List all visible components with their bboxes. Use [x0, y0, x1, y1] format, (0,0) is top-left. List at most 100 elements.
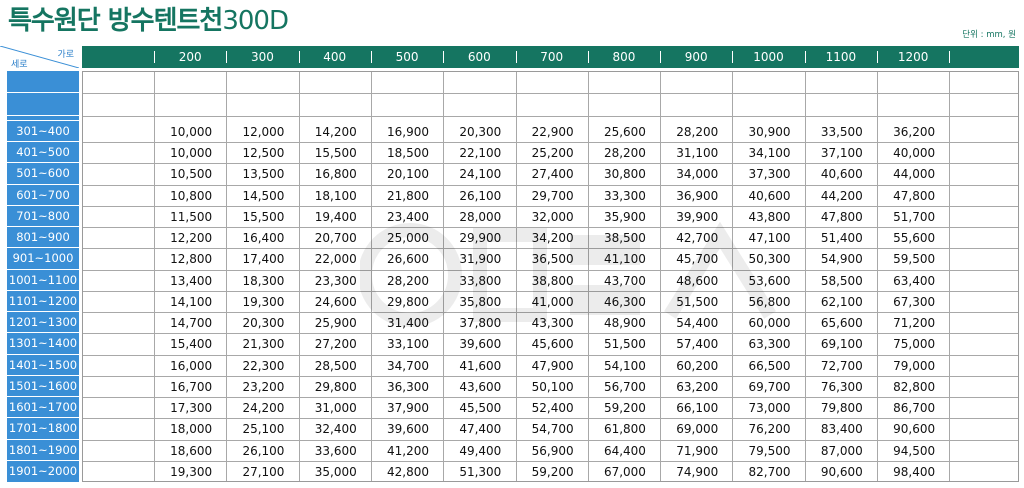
table-cell: 71,200: [893, 316, 936, 331]
unit-label: 단위 : mm, 원: [962, 30, 1016, 40]
grid-vline: [587, 72, 589, 481]
table-cell: 18,500: [387, 146, 430, 161]
table-cell: 73,000: [748, 401, 791, 416]
table-cell: 51,500: [603, 337, 646, 352]
column-header-1000: 1000: [753, 50, 784, 64]
table-cell: 59,200: [603, 401, 646, 416]
table-cell: 71,900: [676, 443, 719, 458]
table-cell: 19,300: [242, 294, 285, 309]
column-header-1200: 1200: [897, 50, 929, 64]
grid-hline: [83, 163, 1018, 165]
table-cell: 31,000: [314, 401, 357, 416]
table-cell: 13,400: [170, 273, 213, 288]
table-cell: 58,500: [820, 273, 863, 288]
table-cell: 47,800: [893, 188, 936, 203]
table-cell: 30,900: [748, 125, 791, 139]
table-cell: 54,900: [820, 252, 863, 267]
grid-hline: [83, 227, 1018, 229]
table-cell: 46,300: [603, 294, 646, 309]
table-cell: 26,600: [387, 252, 430, 267]
table-cell: 44,000: [893, 167, 936, 182]
column-header-800: 800: [612, 50, 636, 64]
column-header-200: 200: [178, 50, 202, 64]
table-cell: 29,800: [314, 379, 357, 394]
table-cell: 45,600: [531, 337, 574, 352]
header-separator: [154, 51, 155, 63]
table-cell: 34,100: [748, 146, 791, 161]
table-cell: 14,500: [242, 188, 285, 203]
table-cell: 54,400: [676, 316, 719, 331]
table-cell: 25,100: [242, 422, 285, 437]
corner-height-label: 세로: [11, 60, 28, 70]
table-cell: 18,600: [170, 443, 213, 458]
grid-hline: [83, 439, 1018, 441]
row-label-divider: [7, 268, 79, 270]
table-cell: 75,000: [893, 337, 936, 352]
table-cell: 45,700: [676, 252, 719, 267]
table-cell: 76,300: [820, 379, 863, 394]
grid-hline: [83, 248, 1018, 250]
table-cell: 76,200: [748, 422, 791, 437]
table-cell: 54,700: [531, 422, 574, 437]
header-separator: [443, 51, 445, 63]
header-separator: [660, 51, 662, 63]
table-cell: 56,700: [603, 379, 646, 394]
grid-vline: [804, 72, 806, 481]
table-cell: 61,800: [603, 422, 646, 437]
table-cell: 56,900: [531, 443, 574, 458]
header-separator: [804, 51, 806, 63]
table-cell: 28,500: [314, 358, 357, 373]
grid-hline: [83, 460, 1018, 462]
table-cell: 94,500: [893, 443, 936, 458]
row-label-divider: [7, 438, 79, 440]
row-label: 801~900: [16, 230, 70, 245]
table-cell: 33,300: [603, 188, 646, 203]
table-cell: 38,800: [531, 273, 574, 288]
table-cell: 52,400: [531, 401, 574, 416]
table-cell: 16,800: [314, 167, 357, 182]
column-header-700: 700: [540, 50, 564, 64]
row-label: 901~1000: [12, 251, 74, 266]
row-label-divider: [7, 396, 79, 398]
grid-vline: [732, 72, 734, 481]
table-cell: 10,800: [170, 188, 213, 203]
table-cell: 32,000: [531, 209, 574, 224]
table-cell: 40,600: [748, 188, 791, 203]
table-cell: 36,900: [676, 188, 719, 203]
table-cell: 22,900: [531, 125, 574, 139]
table-cell: 18,000: [170, 422, 213, 437]
table-cell: 33,100: [387, 337, 430, 352]
row-label: 1401~1500: [8, 357, 78, 372]
row-label-divider: [7, 204, 79, 206]
table-cell: 28,000: [459, 209, 502, 224]
table-cell: 79,000: [893, 358, 936, 373]
row-label: 701~800: [16, 208, 70, 223]
column-header-600: 600: [467, 50, 491, 64]
row-label-divider: [7, 141, 79, 143]
table-cell: 24,100: [459, 167, 502, 182]
table-cell: 25,900: [314, 316, 357, 331]
table-cell: 16,000: [170, 358, 213, 373]
row-label: 1701~1800: [8, 421, 78, 436]
table-cell: 31,100: [676, 146, 719, 161]
row-label: 1001~1100: [8, 272, 78, 287]
table-cell: 17,400: [242, 252, 285, 267]
table-cell: 40,600: [820, 167, 863, 182]
column-header-300: 300: [250, 50, 274, 64]
grid-hline: [83, 184, 1018, 186]
table-cell: 29,900: [459, 231, 502, 246]
table-cell: 63,400: [893, 273, 936, 288]
grid-hline: [83, 290, 1018, 292]
grid-hline: [83, 93, 1018, 94]
row-label-divider: [7, 92, 79, 93]
column-header-900: 900: [684, 50, 708, 64]
table-cell: 63,300: [748, 337, 791, 352]
table-cell: 79,800: [820, 401, 863, 416]
table-cell: 16,700: [170, 379, 213, 394]
table-cell: 23,200: [242, 379, 285, 394]
table-cell: 66,100: [676, 401, 719, 416]
grid-vline: [949, 72, 951, 481]
table-cell: 34,200: [531, 231, 574, 246]
header-separator: [587, 51, 589, 63]
grid-vline: [298, 72, 300, 481]
